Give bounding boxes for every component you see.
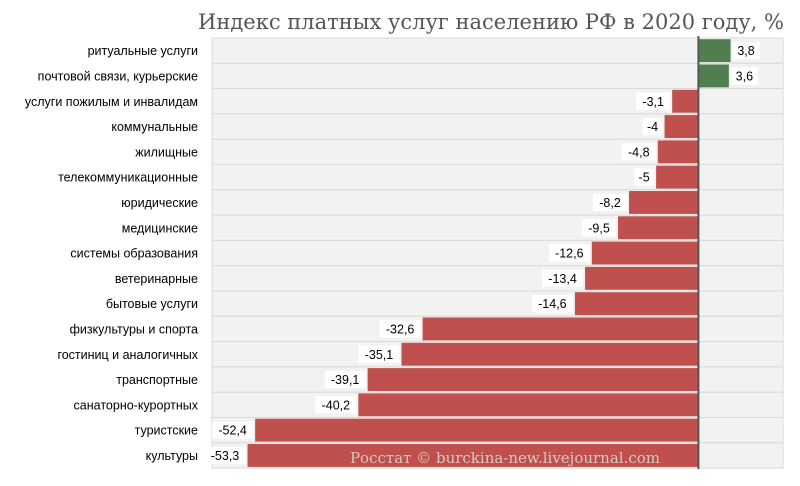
category-labels: ритуальные услуги почтовой связи, курьерс…: [25, 44, 199, 463]
category-label: ритуальные услуги: [88, 44, 198, 58]
bar: [367, 368, 699, 391]
value-label: -32,6: [386, 322, 415, 336]
value-label: -13,4: [548, 272, 577, 286]
value-label-bg: [636, 92, 671, 110]
category-label: почтовой связи, курьерские: [38, 69, 198, 83]
value-label: -9,5: [588, 221, 610, 235]
value-label: -35,1: [365, 348, 394, 362]
watermark: Росстат © burckina-new.livejournal.com: [350, 449, 660, 467]
category-label: юридические: [121, 196, 198, 210]
bar: [247, 444, 699, 467]
value-label-bg: [732, 42, 760, 60]
value-label: 3,6: [736, 69, 753, 83]
value-label-bg: [324, 370, 366, 389]
value-label-bg: [730, 67, 758, 85]
category-label: услуги пожилым и инвалидам: [25, 95, 198, 109]
value-label-bg: [548, 244, 590, 262]
bar: [574, 292, 699, 316]
value-label: -8,2: [599, 196, 621, 210]
category-label: телекоммуникационные: [58, 171, 198, 185]
bar: [255, 418, 699, 442]
value-label: -40,2: [322, 398, 351, 412]
bar: [358, 393, 699, 417]
bar: [657, 140, 699, 164]
value-label: -4: [647, 120, 658, 134]
category-label: медицинские: [122, 221, 198, 235]
value-label: -12,6: [555, 247, 584, 261]
value-label-bg: [379, 320, 421, 338]
category-label: жилищные: [135, 145, 198, 159]
category-label: коммунальные: [111, 120, 198, 134]
row-band: [211, 37, 784, 64]
bar: [401, 342, 699, 366]
value-label: -39,1: [331, 373, 360, 387]
category-label: санаторно-курортных: [74, 398, 199, 412]
value-label: -53,3: [211, 449, 240, 463]
value-label: -4,8: [628, 145, 650, 159]
value-label-bg: [358, 345, 400, 363]
bar: [672, 89, 699, 113]
value-label-bg: [204, 446, 246, 465]
category-label: гостиниц и аналогичных: [57, 348, 198, 362]
category-label: ветеринарные: [115, 272, 198, 286]
category-label: туристские: [135, 424, 198, 438]
category-label: системы образования: [70, 247, 198, 261]
bar: [698, 39, 731, 63]
value-label-bg: [642, 117, 663, 136]
row-band: [211, 62, 784, 90]
bar: [422, 317, 699, 341]
value-label: 3,8: [737, 44, 754, 58]
value-label-bg: [542, 269, 584, 287]
value-label-bg: [634, 168, 655, 186]
bar: [664, 115, 699, 138]
value-label-bg: [593, 193, 628, 212]
value-label: -5: [639, 171, 650, 185]
value-labels: 3,8 3,6 -3,1 -4 -4,8 -5 -8,2 -9,5 -12,6 -13,4 -14,…: [204, 42, 760, 465]
value-label-bg: [621, 143, 656, 161]
value-label: -52,4: [218, 424, 247, 438]
bar: [698, 64, 729, 88]
bar: [656, 165, 699, 189]
bar: [618, 216, 699, 240]
category-label: культуры: [146, 449, 198, 463]
value-label: -3,1: [642, 95, 664, 109]
category-label: бытовые услуги: [106, 297, 198, 311]
value-label-bg: [531, 295, 573, 313]
value-label-bg: [582, 219, 617, 237]
bar: [591, 241, 699, 265]
category-label: транспортные: [116, 373, 198, 387]
value-label-bg: [212, 421, 254, 439]
chart-title: Индекс платных услуг населению РФ в 2020…: [198, 10, 784, 34]
category-label: физкультуры и спорта: [70, 322, 198, 336]
bars: [247, 39, 731, 467]
bar: [629, 191, 699, 214]
value-label-bg: [315, 396, 357, 414]
value-label: -14,6: [538, 297, 567, 311]
bar: [585, 266, 699, 290]
